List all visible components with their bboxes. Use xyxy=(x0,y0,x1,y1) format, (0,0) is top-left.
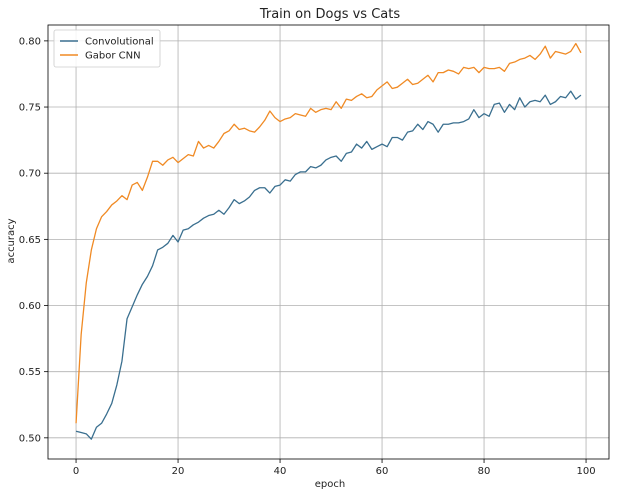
y-tick-label: 0.80 xyxy=(19,36,41,47)
y-tick-label: 0.75 xyxy=(19,103,41,114)
series-group xyxy=(75,42,582,440)
chart-title: Train on Dogs vs Cats xyxy=(259,7,401,22)
x-tick-label: 40 xyxy=(274,466,287,477)
series-line-2 xyxy=(75,42,582,424)
grid xyxy=(48,25,609,459)
axes: 0 20 40 60 80 100 0.50 0.55 0.60 0.65 0.70 0.75 0.80 xyxy=(19,24,610,477)
legend: Convolutional Gabor CNN xyxy=(53,29,161,68)
plot-frame xyxy=(47,24,610,460)
x-tick-label: 80 xyxy=(478,466,491,477)
y-tick-label: 0.60 xyxy=(19,301,41,312)
y-tick-label: 0.55 xyxy=(19,367,41,378)
y-tick-label: 0.70 xyxy=(19,169,41,180)
x-axis-label: epoch xyxy=(315,479,345,490)
y-tick-label: 0.65 xyxy=(19,235,41,246)
x-tick-label: 20 xyxy=(172,466,185,477)
y-tick-label: 0.50 xyxy=(19,433,41,444)
series-line-1 xyxy=(75,90,582,440)
legend-label: Gabor CNN xyxy=(85,51,141,62)
y-axis-label: accuracy xyxy=(6,218,17,263)
x-tick-label: 0 xyxy=(73,466,79,477)
legend-label: Convolutional xyxy=(85,37,154,48)
legend-box xyxy=(53,29,161,68)
x-tick-label: 60 xyxy=(376,466,389,477)
x-tick-label: 100 xyxy=(577,466,596,477)
